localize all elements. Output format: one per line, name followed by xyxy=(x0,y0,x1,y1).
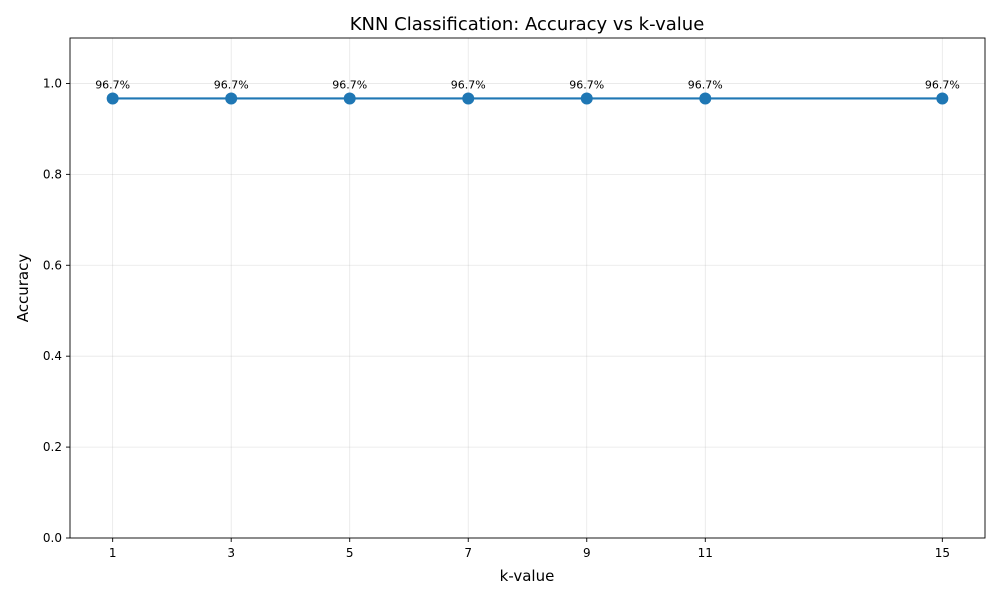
x-axis-label: k-value xyxy=(500,567,555,585)
y-tick-label: 0.8 xyxy=(43,167,62,181)
x-tick-label: 15 xyxy=(935,546,950,560)
y-tick-label: 0.4 xyxy=(43,349,62,363)
data-label: 96.7% xyxy=(569,78,604,91)
data-point xyxy=(580,92,593,105)
y-tick-label: 0.6 xyxy=(43,258,62,272)
data-point xyxy=(343,92,356,105)
chart-title: KNN Classification: Accuracy vs k-value xyxy=(350,14,705,35)
x-tick-label: 11 xyxy=(698,546,713,560)
data-label: 96.7% xyxy=(214,78,249,91)
y-tick-label: 1.0 xyxy=(43,76,62,90)
y-tick-label: 0.2 xyxy=(43,440,62,454)
data-point xyxy=(225,92,238,105)
plot-frame xyxy=(69,37,986,539)
data-point xyxy=(699,92,712,105)
x-tick-label: 1 xyxy=(109,546,117,560)
data-label: 96.7% xyxy=(332,78,367,91)
axes: 0.0 0.2 0.4 0.6 0.8 1.0 1 3 5 7 9 11 15 xyxy=(43,37,986,560)
data-point xyxy=(462,92,475,105)
data-point xyxy=(106,92,119,105)
data-labels: 96.7% 96.7% 96.7% 96.7% 96.7% 96.7% 96.7% xyxy=(95,78,960,91)
data-point xyxy=(936,92,949,105)
x-tick-label: 7 xyxy=(464,546,472,560)
grid-lines xyxy=(70,38,985,539)
data-label: 96.7% xyxy=(451,78,486,91)
x-tick-label: 5 xyxy=(346,546,354,560)
y-tick-label: 0.0 xyxy=(43,531,62,545)
data-label: 96.7% xyxy=(95,78,130,91)
x-tick-label: 3 xyxy=(227,546,235,560)
y-axis-label: Accuracy xyxy=(14,254,32,323)
data-label: 96.7% xyxy=(925,78,960,91)
data-label: 96.7% xyxy=(688,78,723,91)
x-tick-label: 9 xyxy=(583,546,591,560)
series-accuracy xyxy=(106,92,949,105)
